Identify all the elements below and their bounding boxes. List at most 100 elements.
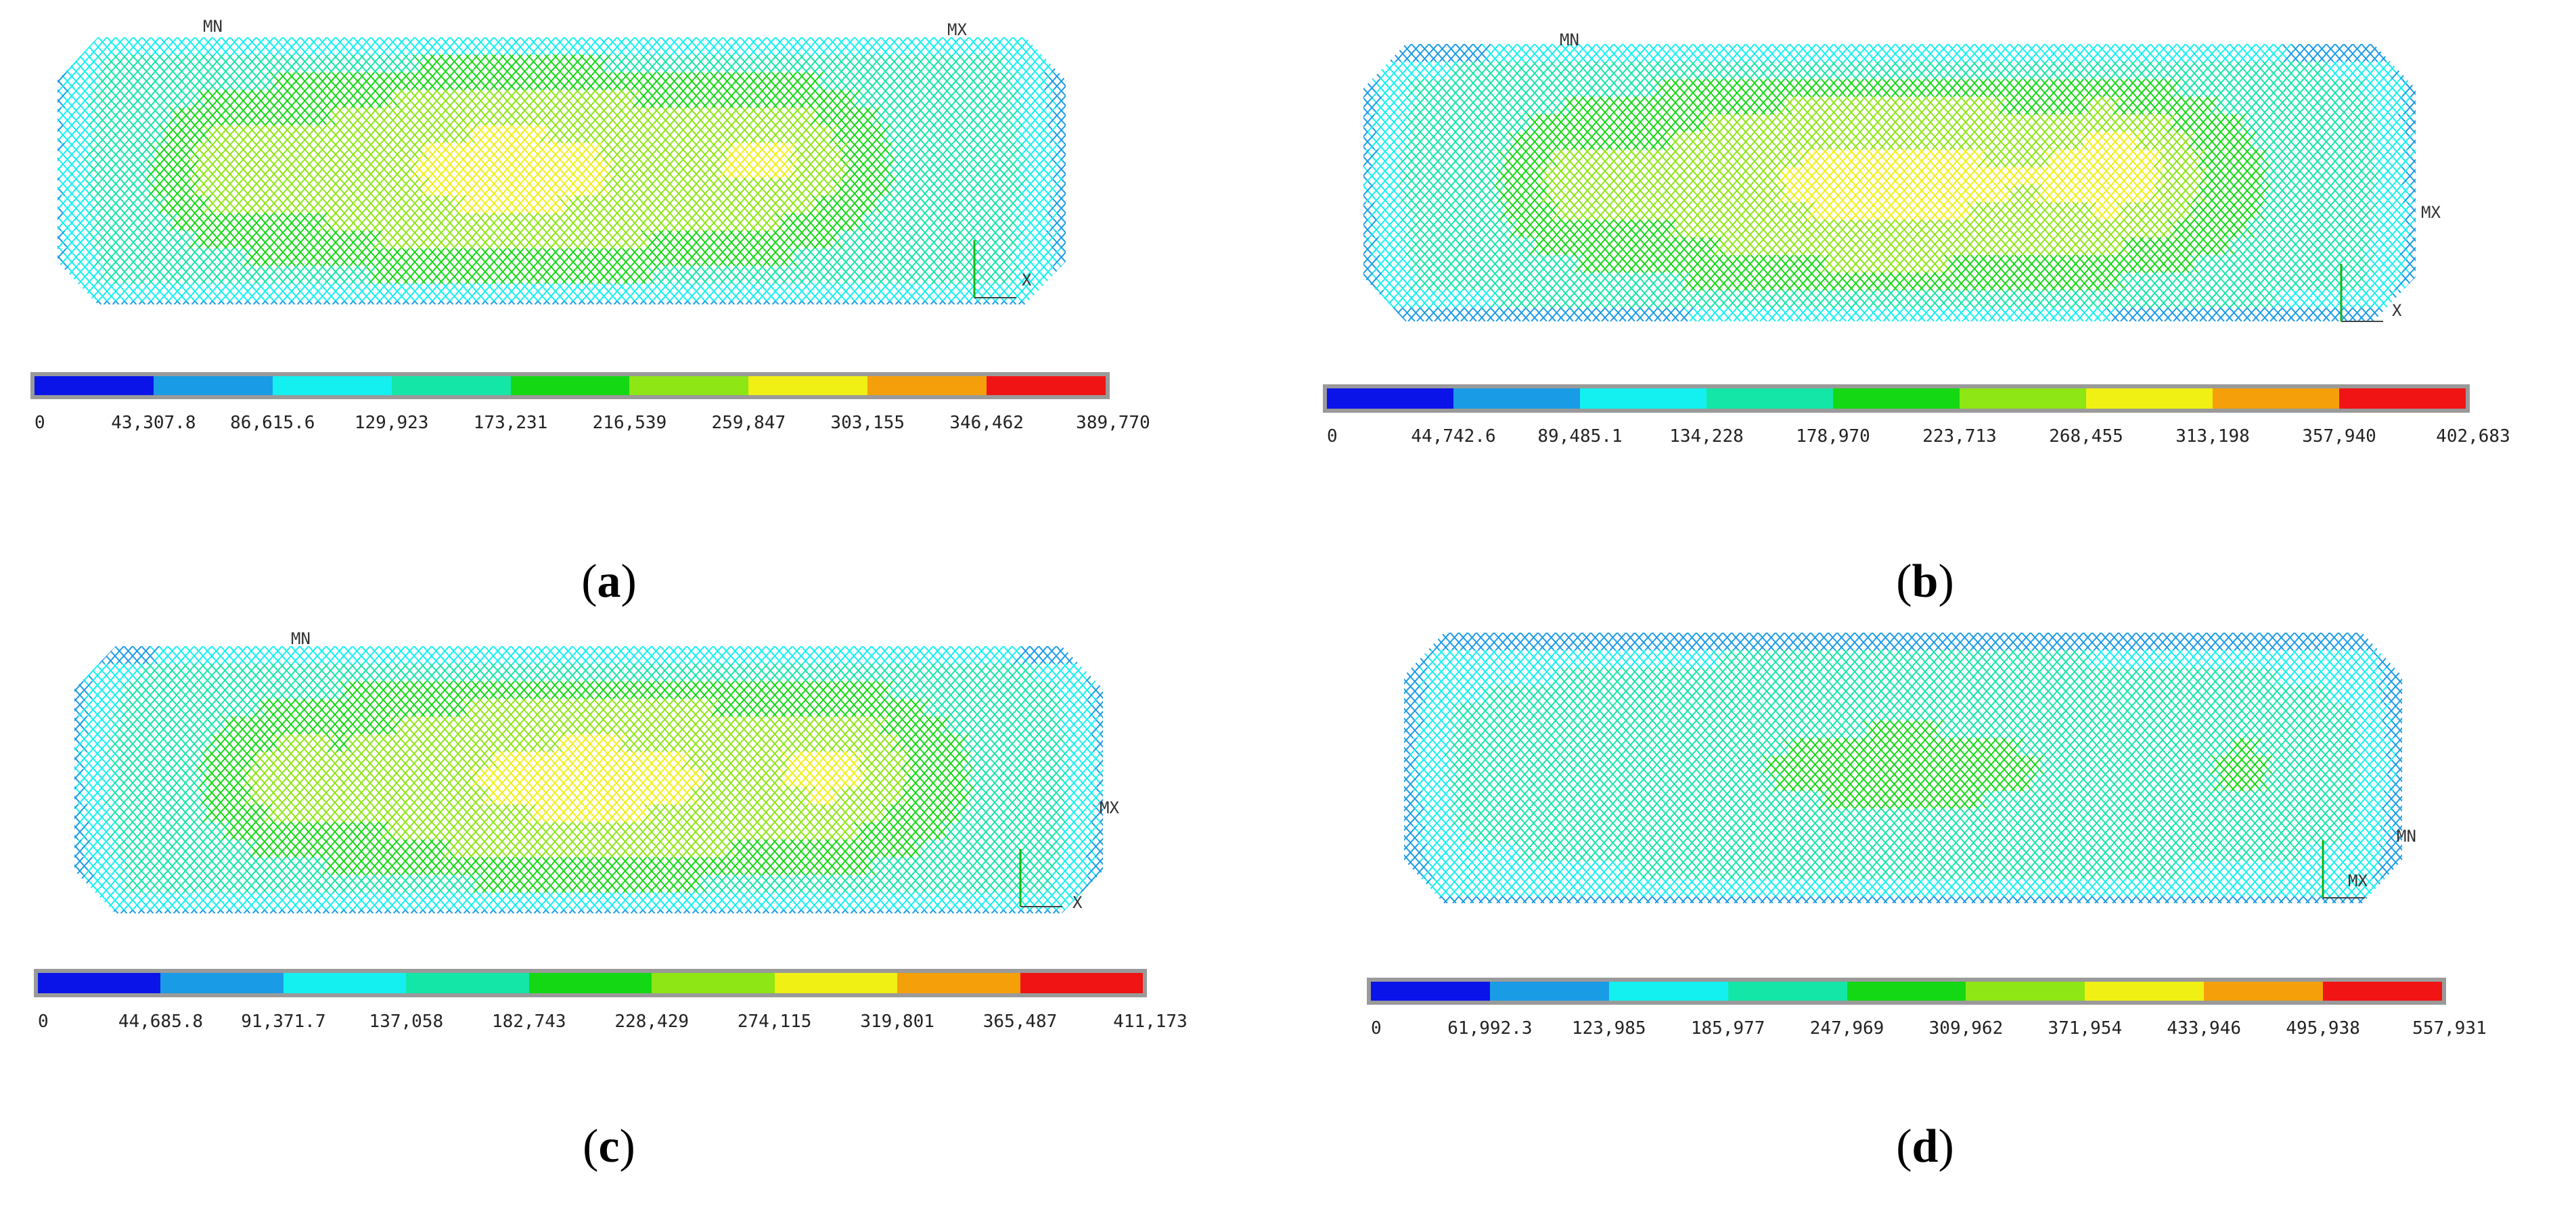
- axis-x-label-c: X: [1072, 893, 1083, 912]
- color-legend-bar-c: [34, 969, 1147, 997]
- legend-swatch: [1580, 388, 1707, 409]
- color-legend-bar-d: [1367, 978, 2446, 1005]
- stress-contour-mesh-b: [1363, 44, 2416, 321]
- legend-tick-label: 303,155: [830, 413, 905, 433]
- legend-tick-label: 0: [1327, 426, 1338, 447]
- legend-swatch: [35, 376, 154, 395]
- legend-swatch: [748, 376, 868, 395]
- legend-tick-label: 129,923: [354, 413, 429, 433]
- legend-tick-label: 402,683: [2436, 426, 2510, 447]
- color-legend-bar-b: [1323, 384, 2470, 413]
- stress-contour-mesh-c: [74, 646, 1103, 913]
- max-marker-b: MX: [2421, 203, 2441, 222]
- legend-tick-label: 433,946: [2167, 1018, 2242, 1039]
- axis-triad-d: [2322, 840, 2365, 899]
- legend-tick-label: 223,713: [1922, 426, 1997, 447]
- caption-c: (c): [583, 1120, 635, 1173]
- legend-tick-label: 357,940: [2302, 426, 2376, 447]
- legend-tick-label: 346,462: [949, 413, 1024, 433]
- legend-tick-label: 185,977: [1690, 1018, 1765, 1039]
- legend-tick-label: 182,743: [491, 1011, 566, 1032]
- legend-swatch: [2323, 982, 2443, 1001]
- legend-swatch: [2213, 388, 2339, 409]
- legend-swatch: [652, 973, 775, 993]
- legend-tick-label: 91,371.7: [241, 1011, 326, 1032]
- legend-tick-label: 178,970: [1796, 426, 1870, 447]
- legend-swatch: [2085, 982, 2205, 1001]
- axis-triad-c: [1019, 849, 1062, 907]
- legend-tick-label: 0: [38, 1011, 49, 1032]
- legend-swatch: [1453, 388, 1580, 409]
- legend-swatch: [1489, 982, 1609, 1001]
- caption-d: (d): [1896, 1120, 1954, 1173]
- legend-swatch: [1847, 982, 1966, 1001]
- legend-tick-label: 0: [1371, 1018, 1382, 1039]
- legend-swatch: [528, 973, 652, 993]
- legend-swatch: [867, 376, 987, 395]
- legend-swatch: [38, 973, 161, 993]
- legend-swatch: [987, 376, 1106, 395]
- legend-swatch: [272, 376, 392, 395]
- legend-tick-label: 247,969: [1809, 1018, 1884, 1039]
- legend-swatch: [1960, 388, 2086, 409]
- legend-tick-label: 61,992.3: [1447, 1018, 1533, 1039]
- legend-swatch: [1707, 388, 1833, 409]
- stress-contour-mesh-d: [1404, 633, 2402, 903]
- legend-tick-label: 216,539: [592, 413, 667, 433]
- legend-swatch: [160, 973, 284, 993]
- axis-triad-b: [2340, 264, 2383, 322]
- caption-a: (a): [581, 555, 637, 608]
- legend-tick-label: 228,429: [614, 1011, 690, 1032]
- legend-tick-label: 389,770: [1076, 413, 1150, 433]
- legend-swatch: [153, 376, 273, 395]
- legend-swatch: [283, 973, 407, 993]
- legend-swatch: [2086, 388, 2213, 409]
- legend-tick-label: 259,847: [711, 413, 786, 433]
- legend-swatch: [1966, 982, 2085, 1001]
- min-marker-b: MN: [1560, 30, 1579, 49]
- legend-tick-label: 268,455: [2049, 426, 2123, 447]
- axis-x-label-a: X: [1022, 271, 1032, 290]
- legend-tick-label: 0: [35, 413, 45, 433]
- min-marker-a: MN: [203, 17, 223, 36]
- legend-tick-label: 137,058: [369, 1011, 444, 1032]
- legend-swatch: [1833, 388, 1960, 409]
- legend-tick-label: 411,173: [1113, 1011, 1188, 1032]
- axis-triad-a: [973, 240, 1016, 298]
- legend-swatch: [774, 973, 898, 993]
- legend-swatch: [1371, 982, 1490, 1001]
- legend-tick-label: 371,954: [2048, 1018, 2123, 1039]
- legend-swatch: [1608, 982, 1728, 1001]
- legend-tick-label: 43,307.8: [111, 413, 196, 433]
- color-legend-bar-a: [30, 372, 1110, 399]
- legend-swatch: [510, 376, 630, 395]
- max-marker-d: MX: [2348, 871, 2368, 890]
- max-marker-a: MX: [947, 20, 967, 39]
- legend-tick-label: 557,931: [2412, 1018, 2487, 1039]
- legend-tick-label: 365,487: [982, 1011, 1058, 1032]
- legend-tick-label: 44,742.6: [1411, 426, 1496, 447]
- legend-tick-label: 313,198: [2175, 426, 2250, 447]
- legend-tick-label: 309,962: [1928, 1018, 2004, 1039]
- legend-swatch: [1020, 973, 1143, 993]
- legend-swatch: [406, 973, 529, 993]
- legend-tick-label: 495,938: [2286, 1018, 2360, 1039]
- legend-swatch: [1327, 388, 1453, 409]
- min-marker-c: MN: [291, 629, 311, 648]
- legend-swatch: [629, 376, 749, 395]
- max-marker-c: MX: [1100, 798, 1119, 817]
- legend-swatch: [2204, 982, 2324, 1001]
- legend-swatch: [1727, 982, 1847, 1001]
- legend-tick-label: 319,801: [860, 1011, 934, 1032]
- legend-swatch: [897, 973, 1020, 993]
- legend-tick-label: 89,485.1: [1537, 426, 1623, 447]
- legend-swatch: [391, 376, 511, 395]
- legend-tick-label: 123,985: [1571, 1018, 1646, 1039]
- legend-tick-label: 274,115: [737, 1011, 812, 1032]
- stress-contour-mesh-a: [58, 37, 1066, 304]
- min-marker-d: MN: [2397, 827, 2416, 846]
- caption-b: (b): [1896, 555, 1954, 608]
- axis-x-label-b: X: [2392, 301, 2402, 320]
- legend-tick-label: 173,231: [473, 413, 548, 433]
- legend-tick-label: 44,685.8: [118, 1011, 204, 1032]
